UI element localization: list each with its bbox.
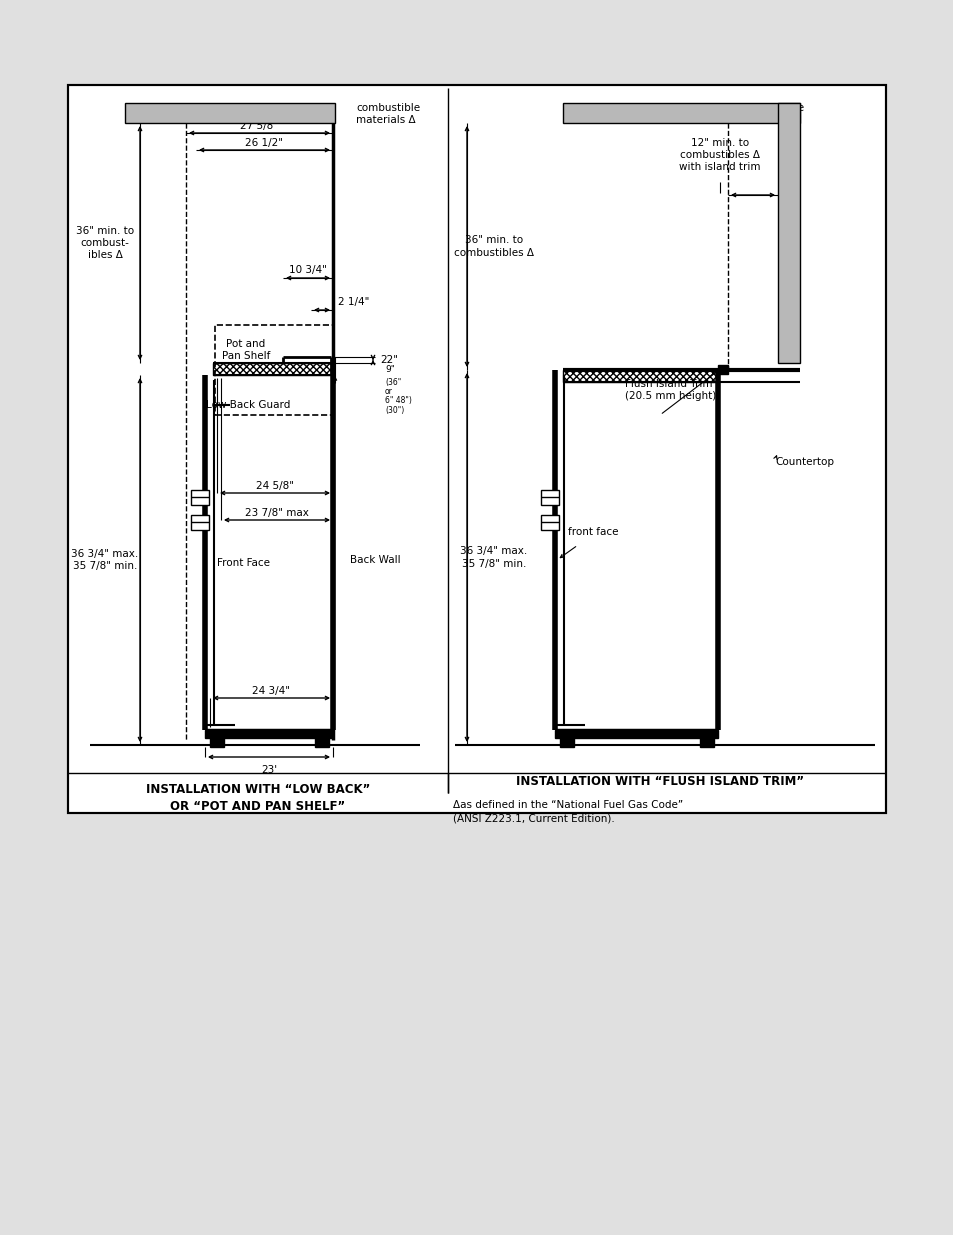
- Text: Pot and
Pan Shelf: Pot and Pan Shelf: [222, 338, 270, 361]
- Bar: [191, 515, 209, 530]
- Bar: [314, 739, 329, 747]
- Text: 24 3/4": 24 3/4": [253, 685, 291, 697]
- Bar: [562, 370, 718, 382]
- Text: Countertop: Countertop: [774, 457, 833, 467]
- Text: combustible
materials Δ: combustible materials Δ: [355, 103, 419, 126]
- Text: front face: front face: [567, 527, 618, 537]
- Text: 36" min. to
combustibles Δ: 36" min. to combustibles Δ: [454, 236, 534, 258]
- Text: (30"): (30"): [385, 405, 404, 415]
- Text: Front Face: Front Face: [216, 558, 270, 568]
- Text: 36" min. to
combust-
ibles Δ: 36" min. to combust- ibles Δ: [76, 226, 134, 261]
- Bar: [540, 490, 558, 505]
- Text: Back Wall: Back Wall: [350, 555, 400, 564]
- Text: 23 7/8" max: 23 7/8" max: [245, 508, 309, 517]
- Bar: [700, 739, 713, 747]
- Text: 22": 22": [379, 354, 397, 366]
- Bar: [559, 739, 574, 747]
- Bar: [718, 366, 727, 374]
- Bar: [562, 103, 800, 124]
- Bar: [191, 490, 209, 505]
- Bar: [68, 85, 885, 813]
- Bar: [214, 325, 333, 415]
- Text: INSTALLATION WITH “LOW BACK”
OR “POT AND PAN SHELF”: INSTALLATION WITH “LOW BACK” OR “POT AND…: [146, 783, 370, 813]
- Text: 27 5/8": 27 5/8": [240, 121, 278, 131]
- Text: INSTALLATION WITH “FLUSH ISLAND TRIM”: INSTALLATION WITH “FLUSH ISLAND TRIM”: [516, 776, 803, 788]
- Text: Δas defined in the “National Fuel Gas Code”
(ANSI Z223.1, Current Edition).: Δas defined in the “National Fuel Gas Co…: [453, 800, 682, 824]
- Text: (36": (36": [385, 378, 401, 387]
- Text: 26 1/2": 26 1/2": [245, 138, 283, 148]
- Bar: [205, 730, 333, 739]
- Text: Flush Island Trim
(20.5 mm height): Flush Island Trim (20.5 mm height): [624, 379, 716, 401]
- Text: 12" min. to
combustibles Δ
with island trim: 12" min. to combustibles Δ with island t…: [679, 137, 760, 173]
- Bar: [555, 730, 718, 739]
- Bar: [68, 85, 885, 813]
- Bar: [778, 103, 800, 363]
- Text: combustible
materials Δ: combustible materials Δ: [740, 103, 803, 126]
- Bar: [213, 363, 333, 375]
- Text: 6" 48"): 6" 48"): [385, 395, 412, 405]
- Text: 23': 23': [261, 764, 276, 776]
- Text: Low Back Guard: Low Back Guard: [206, 400, 290, 410]
- Text: 36 3/4" max.
35 7/8" min.: 36 3/4" max. 35 7/8" min.: [460, 546, 527, 568]
- Text: 10 3/4": 10 3/4": [289, 266, 327, 275]
- Bar: [125, 103, 335, 124]
- Text: 36 3/4" max.
35 7/8" min.: 36 3/4" max. 35 7/8" min.: [71, 548, 138, 572]
- Bar: [540, 515, 558, 530]
- Text: or: or: [385, 387, 393, 395]
- Bar: [210, 739, 224, 747]
- Text: 2 1/4": 2 1/4": [337, 296, 369, 308]
- Text: 24 5/8": 24 5/8": [255, 480, 294, 492]
- Text: 9": 9": [385, 366, 395, 374]
